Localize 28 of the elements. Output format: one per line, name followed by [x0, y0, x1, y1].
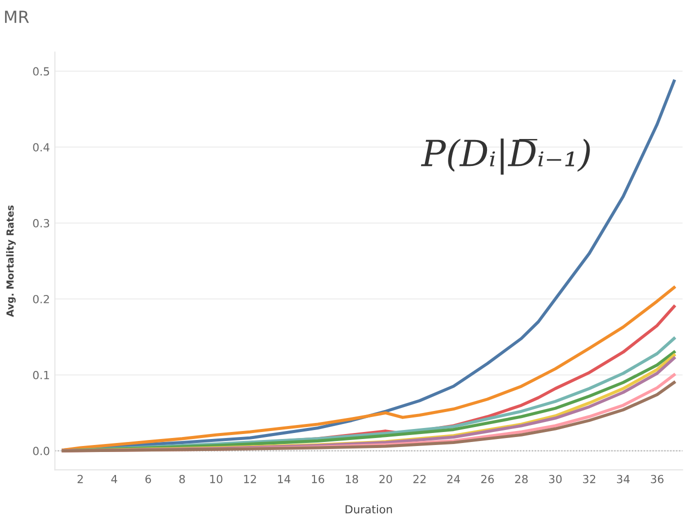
x-tick-label: 12	[244, 474, 256, 484]
x-tick-label: 18	[346, 474, 358, 484]
x-tick-label: 30	[549, 474, 562, 484]
y-axis-title: Avg. Mortality Rates	[6, 205, 16, 317]
x-tick-label: 2	[78, 474, 83, 484]
y-tick-label: 0.0	[33, 446, 50, 456]
y-tick-label: 0.4	[33, 143, 50, 152]
x-tick-label: 16	[312, 474, 324, 484]
x-tick-label: 4	[111, 475, 118, 484]
chart-title: MR	[5, 10, 29, 23]
x-tick-label: 20	[379, 474, 392, 484]
annotation: P(Dᵢ|D̅ᵢ₋₁)	[420, 138, 590, 175]
y-tick-label: 0.1	[33, 370, 49, 380]
x-tick-label: 34	[616, 474, 630, 484]
x-tick-label: 10	[210, 474, 222, 484]
x-tick-label: 24	[447, 474, 460, 484]
x-tick-label: 32	[583, 474, 596, 484]
y-tick-label: 0.2	[33, 294, 49, 304]
x-tick-label: 26	[481, 474, 494, 484]
x-tick-label: 6	[145, 474, 152, 484]
y-tick-label: 0.3	[33, 219, 50, 228]
x-tick-label: 36	[650, 474, 664, 484]
x-tick-label: 22	[413, 474, 426, 484]
x-tick-label: 8	[179, 474, 185, 484]
y-tick-label: 0.5	[33, 67, 50, 76]
x-tick-label: 14	[278, 475, 290, 484]
x-axis-title: Duration	[346, 504, 392, 514]
x-tick-label: 28	[515, 474, 528, 484]
